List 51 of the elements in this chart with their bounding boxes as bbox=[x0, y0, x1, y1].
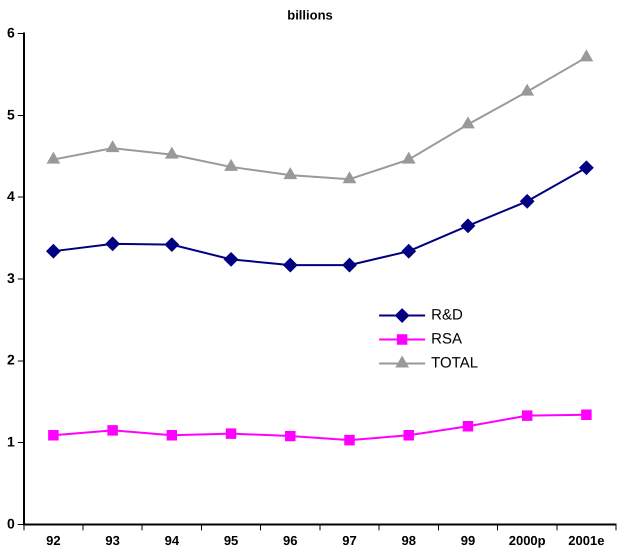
legend-label: RSA bbox=[431, 330, 462, 348]
x-tick-label: 2001e bbox=[568, 532, 604, 548]
x-tick-label: 2000p bbox=[508, 532, 546, 548]
point bbox=[106, 141, 119, 152]
x-tick-label: 99 bbox=[460, 532, 476, 548]
y-tick-label: 2 bbox=[6, 352, 15, 368]
point bbox=[462, 117, 474, 128]
point bbox=[460, 218, 475, 233]
point bbox=[47, 152, 60, 164]
y-tick-label: 6 bbox=[6, 24, 15, 40]
y-tick-label: 1 bbox=[6, 433, 15, 450]
point bbox=[46, 244, 60, 258]
point bbox=[343, 172, 356, 184]
point bbox=[579, 160, 594, 175]
y-tick-label: 4 bbox=[6, 188, 15, 204]
x-tick-label: 96 bbox=[283, 532, 298, 548]
point bbox=[48, 430, 59, 440]
x-tick-label: 97 bbox=[342, 532, 357, 548]
x-tick-label: 95 bbox=[224, 532, 238, 548]
point bbox=[344, 434, 355, 446]
point bbox=[580, 50, 593, 62]
point bbox=[283, 258, 298, 272]
point bbox=[226, 428, 236, 439]
y-tick-label: 0 bbox=[6, 515, 15, 532]
chart-title: billions bbox=[287, 7, 333, 22]
x-tick-label: 92 bbox=[46, 532, 61, 548]
point bbox=[166, 148, 178, 159]
x-tick-label: 93 bbox=[105, 532, 120, 548]
point bbox=[285, 430, 296, 442]
point bbox=[224, 160, 238, 171]
point bbox=[164, 238, 179, 252]
point bbox=[520, 194, 534, 208]
point bbox=[166, 430, 178, 440]
x-tick-label: 94 bbox=[164, 532, 180, 548]
point bbox=[224, 252, 238, 266]
point bbox=[462, 421, 474, 432]
point bbox=[402, 152, 415, 164]
point bbox=[522, 410, 532, 421]
point bbox=[520, 84, 534, 96]
point bbox=[402, 244, 416, 258]
legend-label: R&D bbox=[431, 306, 463, 324]
point bbox=[106, 236, 120, 251]
point bbox=[284, 168, 296, 180]
point bbox=[581, 410, 592, 420]
point bbox=[403, 430, 414, 440]
point bbox=[342, 258, 357, 272]
y-tick-label: 5 bbox=[6, 106, 15, 122]
point bbox=[107, 425, 118, 436]
legend-label: TOTAL bbox=[431, 354, 478, 372]
y-tick-label: 3 bbox=[6, 270, 15, 286]
x-tick-label: 98 bbox=[401, 532, 416, 548]
